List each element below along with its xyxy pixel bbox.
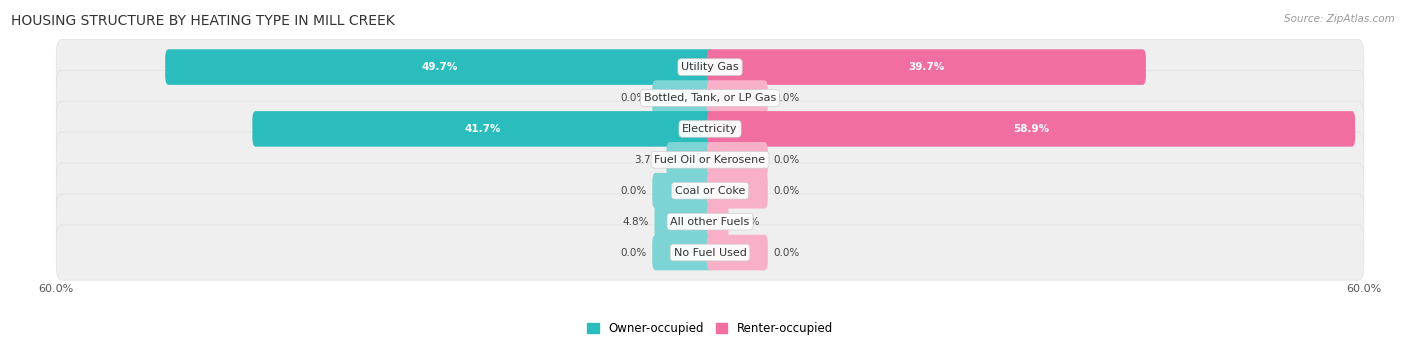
- FancyBboxPatch shape: [707, 173, 768, 208]
- Legend: Owner-occupied, Renter-occupied: Owner-occupied, Renter-occupied: [582, 317, 838, 340]
- FancyBboxPatch shape: [56, 132, 1364, 187]
- Text: 0.0%: 0.0%: [773, 155, 800, 165]
- Text: Electricity: Electricity: [682, 124, 738, 134]
- Text: 0.0%: 0.0%: [773, 186, 800, 196]
- Text: 0.0%: 0.0%: [620, 93, 647, 103]
- FancyBboxPatch shape: [652, 235, 713, 270]
- FancyBboxPatch shape: [56, 70, 1364, 126]
- Text: HOUSING STRUCTURE BY HEATING TYPE IN MILL CREEK: HOUSING STRUCTURE BY HEATING TYPE IN MIL…: [11, 14, 395, 28]
- FancyBboxPatch shape: [707, 80, 768, 116]
- Text: Source: ZipAtlas.com: Source: ZipAtlas.com: [1284, 14, 1395, 23]
- FancyBboxPatch shape: [166, 49, 713, 85]
- FancyBboxPatch shape: [56, 39, 1364, 95]
- Text: No Fuel Used: No Fuel Used: [673, 248, 747, 257]
- Text: Coal or Coke: Coal or Coke: [675, 186, 745, 196]
- FancyBboxPatch shape: [56, 101, 1364, 156]
- FancyBboxPatch shape: [707, 204, 728, 239]
- Text: Fuel Oil or Kerosene: Fuel Oil or Kerosene: [654, 155, 766, 165]
- Text: 0.0%: 0.0%: [620, 186, 647, 196]
- FancyBboxPatch shape: [56, 163, 1364, 218]
- Text: 41.7%: 41.7%: [464, 124, 501, 134]
- FancyBboxPatch shape: [707, 142, 768, 177]
- FancyBboxPatch shape: [652, 80, 713, 116]
- FancyBboxPatch shape: [707, 235, 768, 270]
- FancyBboxPatch shape: [652, 173, 713, 208]
- Text: 4.8%: 4.8%: [623, 217, 650, 227]
- FancyBboxPatch shape: [56, 225, 1364, 280]
- Text: 49.7%: 49.7%: [420, 62, 457, 72]
- FancyBboxPatch shape: [666, 142, 713, 177]
- FancyBboxPatch shape: [253, 111, 713, 147]
- Text: 0.0%: 0.0%: [620, 248, 647, 257]
- Text: All other Fuels: All other Fuels: [671, 217, 749, 227]
- Text: Bottled, Tank, or LP Gas: Bottled, Tank, or LP Gas: [644, 93, 776, 103]
- Text: 0.0%: 0.0%: [773, 248, 800, 257]
- Text: Utility Gas: Utility Gas: [682, 62, 738, 72]
- FancyBboxPatch shape: [56, 194, 1364, 249]
- Text: 1.4%: 1.4%: [734, 217, 761, 227]
- Text: 0.0%: 0.0%: [773, 93, 800, 103]
- Text: 3.7%: 3.7%: [634, 155, 661, 165]
- FancyBboxPatch shape: [707, 111, 1355, 147]
- FancyBboxPatch shape: [654, 204, 713, 239]
- Text: 39.7%: 39.7%: [908, 62, 945, 72]
- Text: 58.9%: 58.9%: [1012, 124, 1049, 134]
- FancyBboxPatch shape: [707, 49, 1146, 85]
